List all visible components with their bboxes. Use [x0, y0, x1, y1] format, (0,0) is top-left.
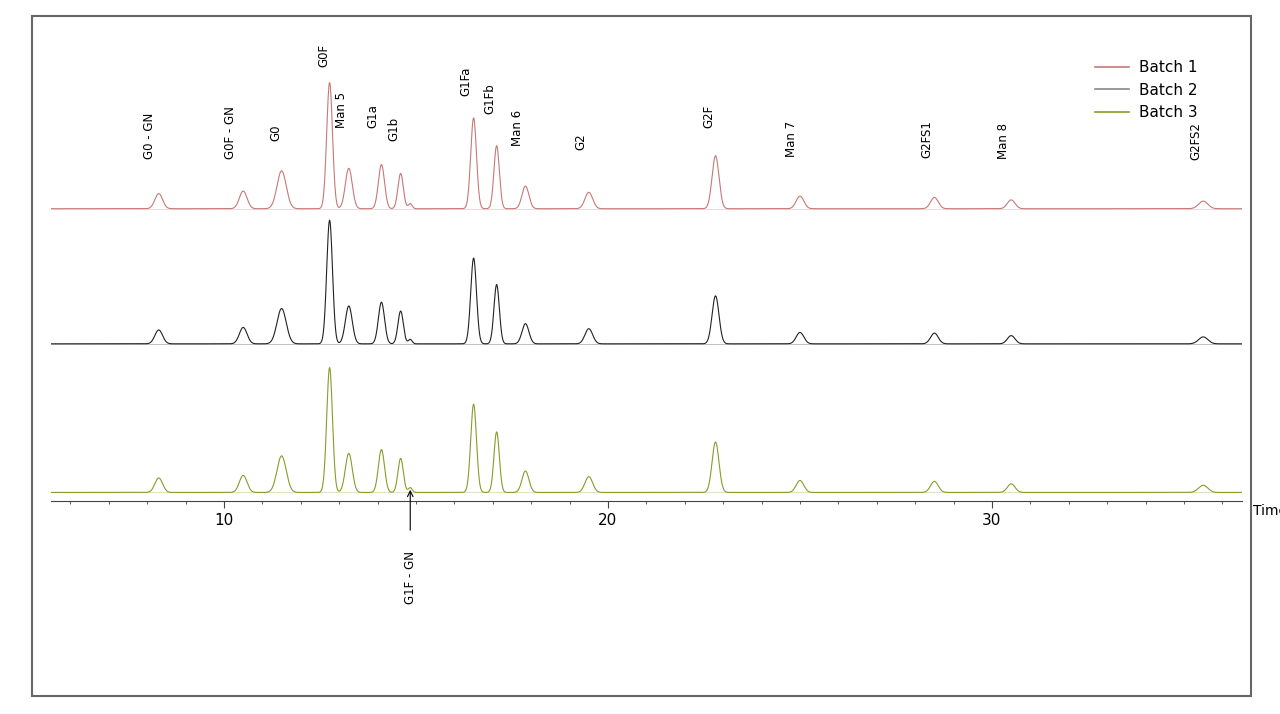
Text: G2F: G2F [703, 104, 716, 128]
Text: Man 6: Man 6 [511, 109, 525, 146]
Batch 3 [1126, 488, 1142, 497]
Batch 1 [323, 79, 338, 87]
Text: G0 - GN: G0 - GN [142, 113, 156, 159]
Text: G0F: G0F [317, 44, 330, 67]
Batch 2 [577, 331, 593, 340]
Text: Time (min.): Time (min.) [1253, 503, 1280, 518]
Legend: Batch 1, Batch 2, Batch 3: Batch 1, Batch 2, Batch 3 [1089, 54, 1204, 126]
Batch 3 [577, 480, 593, 488]
Batch 2 [1251, 340, 1266, 348]
Batch 3 [1253, 488, 1268, 497]
Batch 2 [809, 340, 824, 348]
Batch 2 [1236, 340, 1252, 348]
Line: Batch 3: Batch 3 [32, 368, 1261, 493]
Batch 1 [1126, 204, 1142, 213]
Batch 2 [323, 216, 338, 224]
Text: G1b: G1b [388, 117, 401, 141]
Batch 2 [24, 340, 40, 348]
Batch 1 [1092, 204, 1107, 213]
Batch 2 [1126, 340, 1142, 348]
Line: Batch 1: Batch 1 [32, 83, 1261, 208]
Batch 2 [1092, 340, 1107, 348]
Batch 3 [809, 488, 824, 497]
Batch 1 [1253, 204, 1268, 213]
Batch 2 [1253, 340, 1268, 348]
Batch 1 [1251, 204, 1266, 213]
Text: Man 5: Man 5 [334, 91, 348, 128]
Batch 1 [809, 204, 824, 213]
Text: G2FS2: G2FS2 [1189, 122, 1202, 160]
Batch 1 [1236, 204, 1252, 213]
Batch 3 [24, 488, 40, 497]
Text: G1F - GN: G1F - GN [403, 551, 417, 604]
Batch 1 [577, 196, 593, 204]
Text: G2: G2 [575, 134, 588, 150]
Text: G0F - GN: G0F - GN [224, 106, 237, 159]
Text: G1Fa: G1Fa [460, 66, 472, 96]
Text: Man 7: Man 7 [785, 121, 797, 157]
Batch 1 [24, 204, 40, 213]
Batch 3 [1092, 488, 1107, 497]
Batch 3 [323, 363, 338, 372]
Text: G2FS1: G2FS1 [920, 120, 933, 158]
Text: G1a: G1a [366, 104, 379, 128]
Text: Man 8: Man 8 [997, 123, 1010, 159]
Batch 3 [1251, 488, 1266, 497]
Line: Batch 2: Batch 2 [32, 220, 1261, 344]
Text: G0: G0 [269, 125, 283, 141]
Text: G1Fb: G1Fb [484, 84, 497, 114]
Batch 3 [1236, 488, 1252, 497]
